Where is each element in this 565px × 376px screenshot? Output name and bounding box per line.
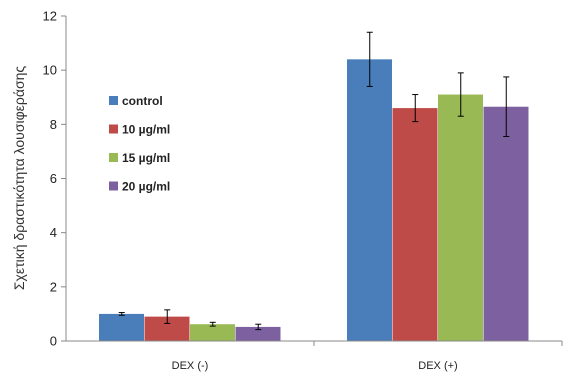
bar <box>438 94 483 342</box>
y-tick-label: 6 <box>50 171 57 186</box>
y-axis: 0 2 4 6 8 10 12 <box>43 9 67 349</box>
y-axis-title: Σχετική δραστικότητα λουσιφεράσης <box>11 66 27 291</box>
legend-swatch <box>109 181 118 191</box>
legend-swatch <box>109 96 118 105</box>
legend-label: 15 µg/ml <box>122 151 170 165</box>
x-axis: DEX (-) DEX (+) <box>66 340 563 372</box>
y-tick-label: 8 <box>50 117 57 132</box>
legend: control 10 µg/ml 15 µg/ml 20 µg/ml <box>109 94 170 194</box>
y-tick-label: 10 <box>43 63 57 78</box>
legend-label: 20 µg/ml <box>122 180 170 194</box>
bar <box>235 326 281 341</box>
x-category-label: DEX (-) <box>172 360 209 372</box>
bar <box>483 106 529 342</box>
bar <box>347 59 392 341</box>
bar <box>392 108 438 341</box>
legend-swatch <box>109 153 118 162</box>
x-category-label: DEX (+) <box>418 360 457 372</box>
bar <box>190 324 235 341</box>
y-tick-label: 4 <box>50 225 57 240</box>
bar <box>99 313 144 341</box>
legend-label: control <box>122 94 163 108</box>
plot-area <box>99 31 529 342</box>
y-tick-label: 0 <box>50 334 57 349</box>
y-tick-label: 12 <box>43 9 57 24</box>
legend-swatch <box>109 124 118 134</box>
legend-label: 10 µg/ml <box>122 123 170 137</box>
y-tick-label: 2 <box>50 279 57 294</box>
